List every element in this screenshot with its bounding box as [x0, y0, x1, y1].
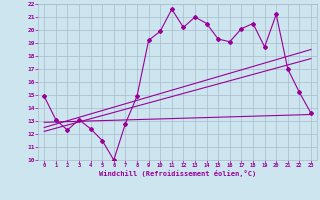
X-axis label: Windchill (Refroidissement éolien,°C): Windchill (Refroidissement éolien,°C) [99, 170, 256, 177]
